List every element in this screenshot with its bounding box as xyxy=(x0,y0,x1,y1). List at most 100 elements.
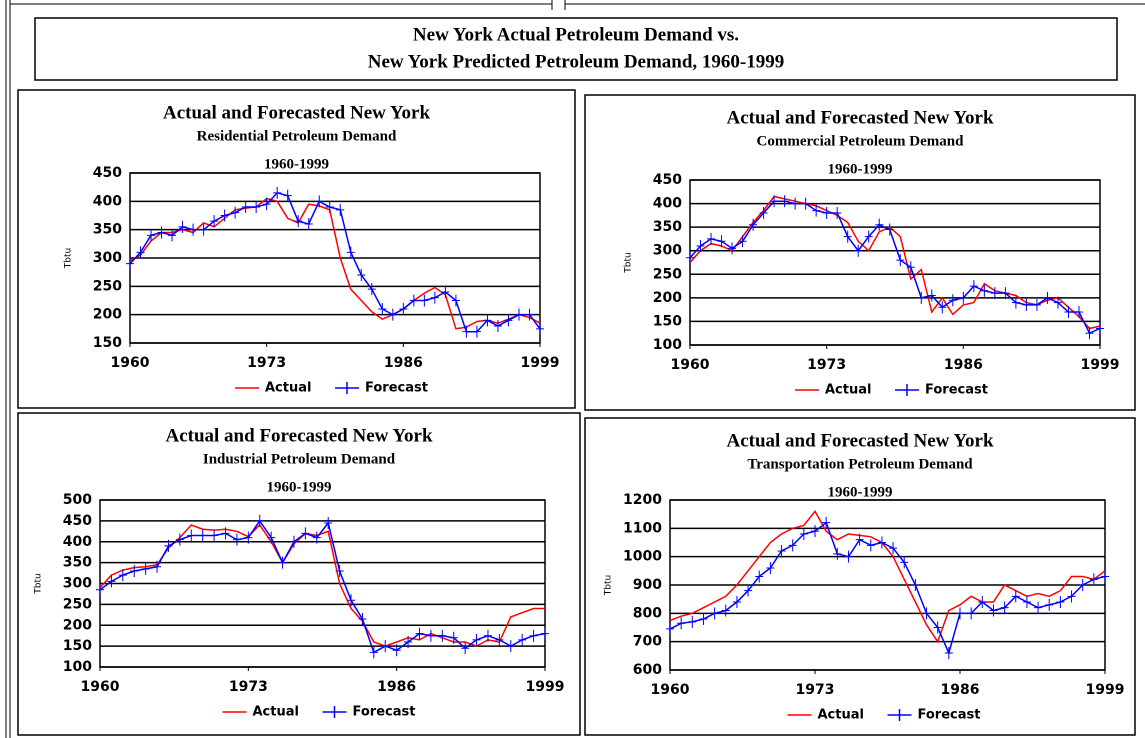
forecast-marker xyxy=(1022,596,1031,608)
series-line xyxy=(669,521,1106,656)
forecast-marker xyxy=(525,308,534,321)
forecast-marker xyxy=(483,629,492,642)
y-tick-label: 1200 xyxy=(623,492,662,508)
forecast-marker xyxy=(864,230,873,243)
y-tick-label: 200 xyxy=(653,290,682,306)
y-tick-label: 400 xyxy=(63,534,92,550)
chart-title: Actual and Forecasted New York xyxy=(726,430,993,451)
forecast-marker xyxy=(732,596,741,608)
forecast-marker xyxy=(357,269,366,281)
y-tick-label: 200 xyxy=(93,307,122,323)
x-tick-label: 1960 xyxy=(111,355,150,371)
y-tick-label: 450 xyxy=(653,172,682,188)
legend-label: Actual xyxy=(253,705,299,720)
forecast-marker xyxy=(381,640,390,653)
forecast-marker xyxy=(441,286,450,298)
y-tick-label: 450 xyxy=(63,513,92,529)
x-tick-label: 1986 xyxy=(941,682,980,698)
forecast-marker xyxy=(980,284,989,297)
forecast-marker xyxy=(844,550,853,563)
forecast-marker xyxy=(438,629,447,642)
forecast-marker xyxy=(232,533,241,546)
forecast-marker xyxy=(944,647,953,659)
forecast-marker xyxy=(325,201,334,213)
forecast-marker xyxy=(244,531,253,544)
chart-period: 1960-1999 xyxy=(267,479,332,495)
series-line xyxy=(689,200,1101,335)
chart-subtitle: Residential Petroleum Demand xyxy=(197,128,397,144)
forecast-marker xyxy=(1011,296,1020,309)
forecast-marker xyxy=(811,525,819,538)
y-tick-label: 300 xyxy=(63,576,92,592)
forecast-marker xyxy=(430,291,439,304)
forecast-marker xyxy=(187,529,196,542)
forecast-marker xyxy=(472,633,481,646)
legend-swatch xyxy=(335,382,359,394)
x-tick-label: 1973 xyxy=(247,355,286,371)
legend-label: Actual xyxy=(818,708,864,723)
forecast-marker xyxy=(801,197,810,210)
forecast-marker xyxy=(959,291,968,304)
forecast-marker xyxy=(885,223,894,236)
chart-title: Actual and Forecasted New York xyxy=(165,425,432,446)
forecast-marker xyxy=(449,631,458,644)
forecast-marker xyxy=(1032,298,1041,311)
forecast-marker xyxy=(278,556,287,569)
forecast-marker xyxy=(799,528,808,540)
forecast-marker xyxy=(1101,570,1109,583)
header-box xyxy=(34,17,1118,81)
forecast-marker xyxy=(1053,296,1062,309)
y-tick-label: 200 xyxy=(63,617,92,633)
forecast-marker xyxy=(147,229,156,242)
forecast-marker xyxy=(304,218,313,230)
forecast-marker xyxy=(875,218,884,231)
forecast-marker xyxy=(1074,306,1083,318)
forecast-marker xyxy=(978,596,987,608)
forecast-marker xyxy=(833,547,842,560)
forecast-marker xyxy=(529,629,538,642)
forecast-marker xyxy=(677,617,686,630)
y-tick-label: 250 xyxy=(63,596,92,612)
forecast-marker xyxy=(399,303,408,315)
y-tick-label: 100 xyxy=(653,337,682,353)
forecast-marker xyxy=(938,301,947,314)
forecast-marker xyxy=(1011,590,1020,603)
y-axis-label: Tbtu xyxy=(64,248,74,269)
header-line: New York Predicted Petroleum Demand, 196… xyxy=(368,51,785,72)
forecast-marker xyxy=(812,204,821,217)
forecast-marker xyxy=(1067,590,1076,603)
forecast-marker xyxy=(336,203,345,216)
forecast-marker xyxy=(392,644,401,657)
x-tick-label: 1999 xyxy=(1081,357,1120,373)
y-tick-label: 400 xyxy=(93,193,122,209)
x-tick-label: 1999 xyxy=(1086,682,1125,698)
x-tick-label: 1986 xyxy=(377,679,416,695)
forecast-marker xyxy=(1043,291,1052,304)
forecast-marker xyxy=(1078,579,1087,591)
forecast-marker xyxy=(696,240,705,252)
forecast-marker xyxy=(472,325,481,338)
y-tick-label: 800 xyxy=(633,605,662,621)
forecast-marker xyxy=(294,215,303,228)
forecast-marker xyxy=(906,261,915,274)
chart-panel xyxy=(17,412,581,736)
y-tick-label: 350 xyxy=(63,555,92,571)
forecast-marker xyxy=(1056,596,1065,608)
forecast-marker xyxy=(917,291,926,304)
chart-panel xyxy=(584,417,1136,736)
y-tick-label: 250 xyxy=(93,278,122,294)
forecast-marker xyxy=(1085,327,1094,340)
forecast-marker xyxy=(273,186,282,199)
forecast-marker xyxy=(493,320,502,332)
forecast-marker xyxy=(780,195,789,208)
forecast-marker xyxy=(367,283,376,296)
forecast-marker xyxy=(130,564,139,577)
legend-label: Forecast xyxy=(365,381,428,396)
forecast-marker xyxy=(262,198,271,211)
forecast-marker xyxy=(877,536,886,549)
x-tick-label: 1986 xyxy=(944,357,983,373)
x-tick-label: 1973 xyxy=(796,682,835,698)
chart-panel xyxy=(584,94,1136,411)
legend-label: Actual xyxy=(265,381,311,396)
